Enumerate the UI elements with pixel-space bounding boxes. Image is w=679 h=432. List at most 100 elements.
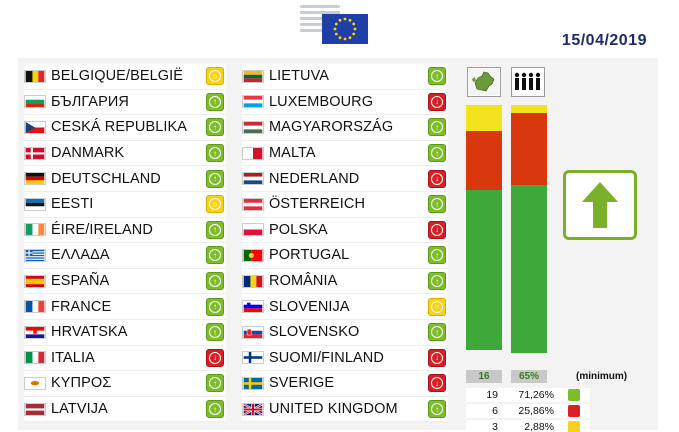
lithuania-flag-icon (242, 69, 264, 83)
vote-yes-icon: ↑ (206, 374, 224, 393)
country-name: ESPAÑA (51, 273, 110, 290)
logo-lines (300, 5, 340, 39)
country-row: FRANCE ↑ (24, 294, 226, 320)
country-row: LATVIJA ↑ (24, 396, 226, 423)
country-row: ΕΛΛΑΔΑ ↑ (24, 243, 226, 269)
country-row: ÖSTERREICH ↑ (242, 191, 448, 218)
bulgaria-flag-icon (24, 95, 46, 109)
minimum-label: (minimum) (576, 371, 628, 382)
country-name: SUOMI/FINLAND (269, 349, 384, 366)
country-name: MALTA (269, 145, 316, 162)
romania-flag-icon (242, 274, 264, 288)
ireland-flag-icon (24, 223, 46, 237)
hungary-flag-icon (242, 120, 264, 134)
vote-yes-icon: ↑ (206, 92, 224, 111)
country-name: ΚΥΠΡΟΣ (51, 375, 112, 392)
country-name: SLOVENIJA (269, 298, 350, 315)
country-name: LATVIJA (51, 401, 108, 418)
country-name: EESTI (51, 196, 94, 213)
denmark-flag-icon (24, 146, 46, 160)
population-threshold: 65% (511, 370, 547, 383)
stat-count: 6 (492, 405, 498, 417)
vote-no-icon: ↓ (428, 348, 446, 367)
vote-stats: 19 71,26% 6 25,86% 3 2,88% (466, 388, 590, 432)
country-row: EESTI ○ (24, 191, 226, 218)
country-row: MALTA ↑ (242, 140, 448, 167)
vote-yes-icon: ↑ (206, 220, 224, 239)
bar-segment-no (511, 112, 547, 185)
population-bar (511, 105, 547, 363)
country-name: FRANCE (51, 298, 112, 315)
stat-row: 19 71,26% (466, 388, 590, 402)
council-logo (300, 2, 370, 46)
country-name: MAGYARORSZÁG (269, 119, 394, 136)
country-row: SVERIGE ↓ (242, 371, 448, 397)
member-states-threshold: 16 (466, 370, 502, 383)
poland-flag-icon (242, 223, 264, 237)
bar-segment-yes (466, 190, 502, 351)
country-row: ÉIRE/IRELAND ↑ (24, 217, 226, 244)
vote-no-icon (568, 405, 580, 417)
stat-row: 3 2,88% (466, 420, 590, 432)
country-name: ROMÂNIA (269, 273, 338, 290)
spain-flag-icon (24, 274, 46, 288)
vote-yes-icon: ↑ (206, 144, 224, 163)
vote-yes-icon: ↑ (206, 400, 224, 419)
croatia-flag-icon (24, 325, 46, 339)
vote-yes-icon: ↑ (206, 246, 224, 265)
bar-segment-abstain (511, 105, 547, 113)
netherlands-flag-icon (242, 172, 264, 186)
country-name: SLOVENSKO (269, 324, 360, 341)
vote-yes-icon: ↑ (428, 272, 446, 291)
vote-no-icon: ↓ (428, 169, 446, 188)
country-row: ΚΥΠΡΟΣ ↑ (24, 371, 226, 397)
country-name: NEDERLAND (269, 170, 360, 187)
country-name: ÖSTERREICH (269, 196, 366, 213)
austria-flag-icon (242, 197, 264, 211)
country-name: DEUTSCHLAND (51, 170, 161, 187)
country-list-left: BELGIQUE/BELGIË ○ БЪЛГАРИЯ ↑ CESKÁ REPUBLIKA… (24, 64, 226, 423)
germany-flag-icon (24, 172, 46, 186)
country-name: ΕΛΛΑΔΑ (51, 247, 110, 264)
country-row: LUXEMBOURG ↓ (242, 89, 448, 116)
country-row: POLSKA ↓ (242, 217, 448, 244)
vote-yes-icon: ↑ (428, 118, 446, 137)
luxembourg-flag-icon (242, 95, 264, 109)
bar-segment-abstain (466, 105, 502, 131)
country-name: ITALIA (51, 349, 95, 366)
vote-abstain-icon: ○ (206, 195, 224, 214)
vote-yes-icon: ↑ (428, 323, 446, 342)
vote-abstain-icon: ○ (206, 67, 224, 86)
country-row: LIETUVA ↑ (242, 64, 448, 90)
country-name: CESKÁ REPUBLIKA (51, 119, 188, 136)
vote-no-icon: ↓ (428, 220, 446, 239)
stat-percentage: 25,86% (518, 405, 554, 417)
vote-abstain-icon: ○ (428, 297, 446, 316)
latvia-flag-icon (24, 402, 46, 416)
country-name: DANMARK (51, 145, 125, 162)
vote-yes-icon: ↑ (206, 169, 224, 188)
vote-abstain-icon (568, 421, 580, 432)
stat-percentage: 71,26% (518, 389, 554, 401)
italy-flag-icon (24, 351, 46, 365)
vote-yes-icon (568, 389, 580, 401)
country-name: HRVATSKA (51, 324, 128, 341)
greece-flag-icon (24, 248, 46, 262)
finland-flag-icon (242, 351, 264, 365)
vote-yes-icon: ↑ (428, 400, 446, 419)
country-name: LIETUVA (269, 68, 330, 85)
cyprus-flag-icon (24, 376, 46, 390)
vote-yes-icon: ↑ (206, 297, 224, 316)
country-row: БЪЛГАРИЯ ↑ (24, 89, 226, 116)
member-states-bar (466, 105, 502, 363)
country-name: PORTUGAL (269, 247, 350, 264)
country-row: BELGIQUE/BELGIË ○ (24, 64, 226, 90)
slovenia-flag-icon (242, 300, 264, 314)
country-row: MAGYARORSZÁG ↑ (242, 115, 448, 141)
country-row: UNITED KINGDOM ↑ (242, 396, 448, 423)
country-row: NEDERLAND ↓ (242, 166, 448, 192)
country-row: ESPAÑA ↑ (24, 268, 226, 295)
eu-flag-icon (322, 14, 368, 44)
bar-segment-no (466, 130, 502, 191)
country-name: SVERIGE (269, 375, 335, 392)
